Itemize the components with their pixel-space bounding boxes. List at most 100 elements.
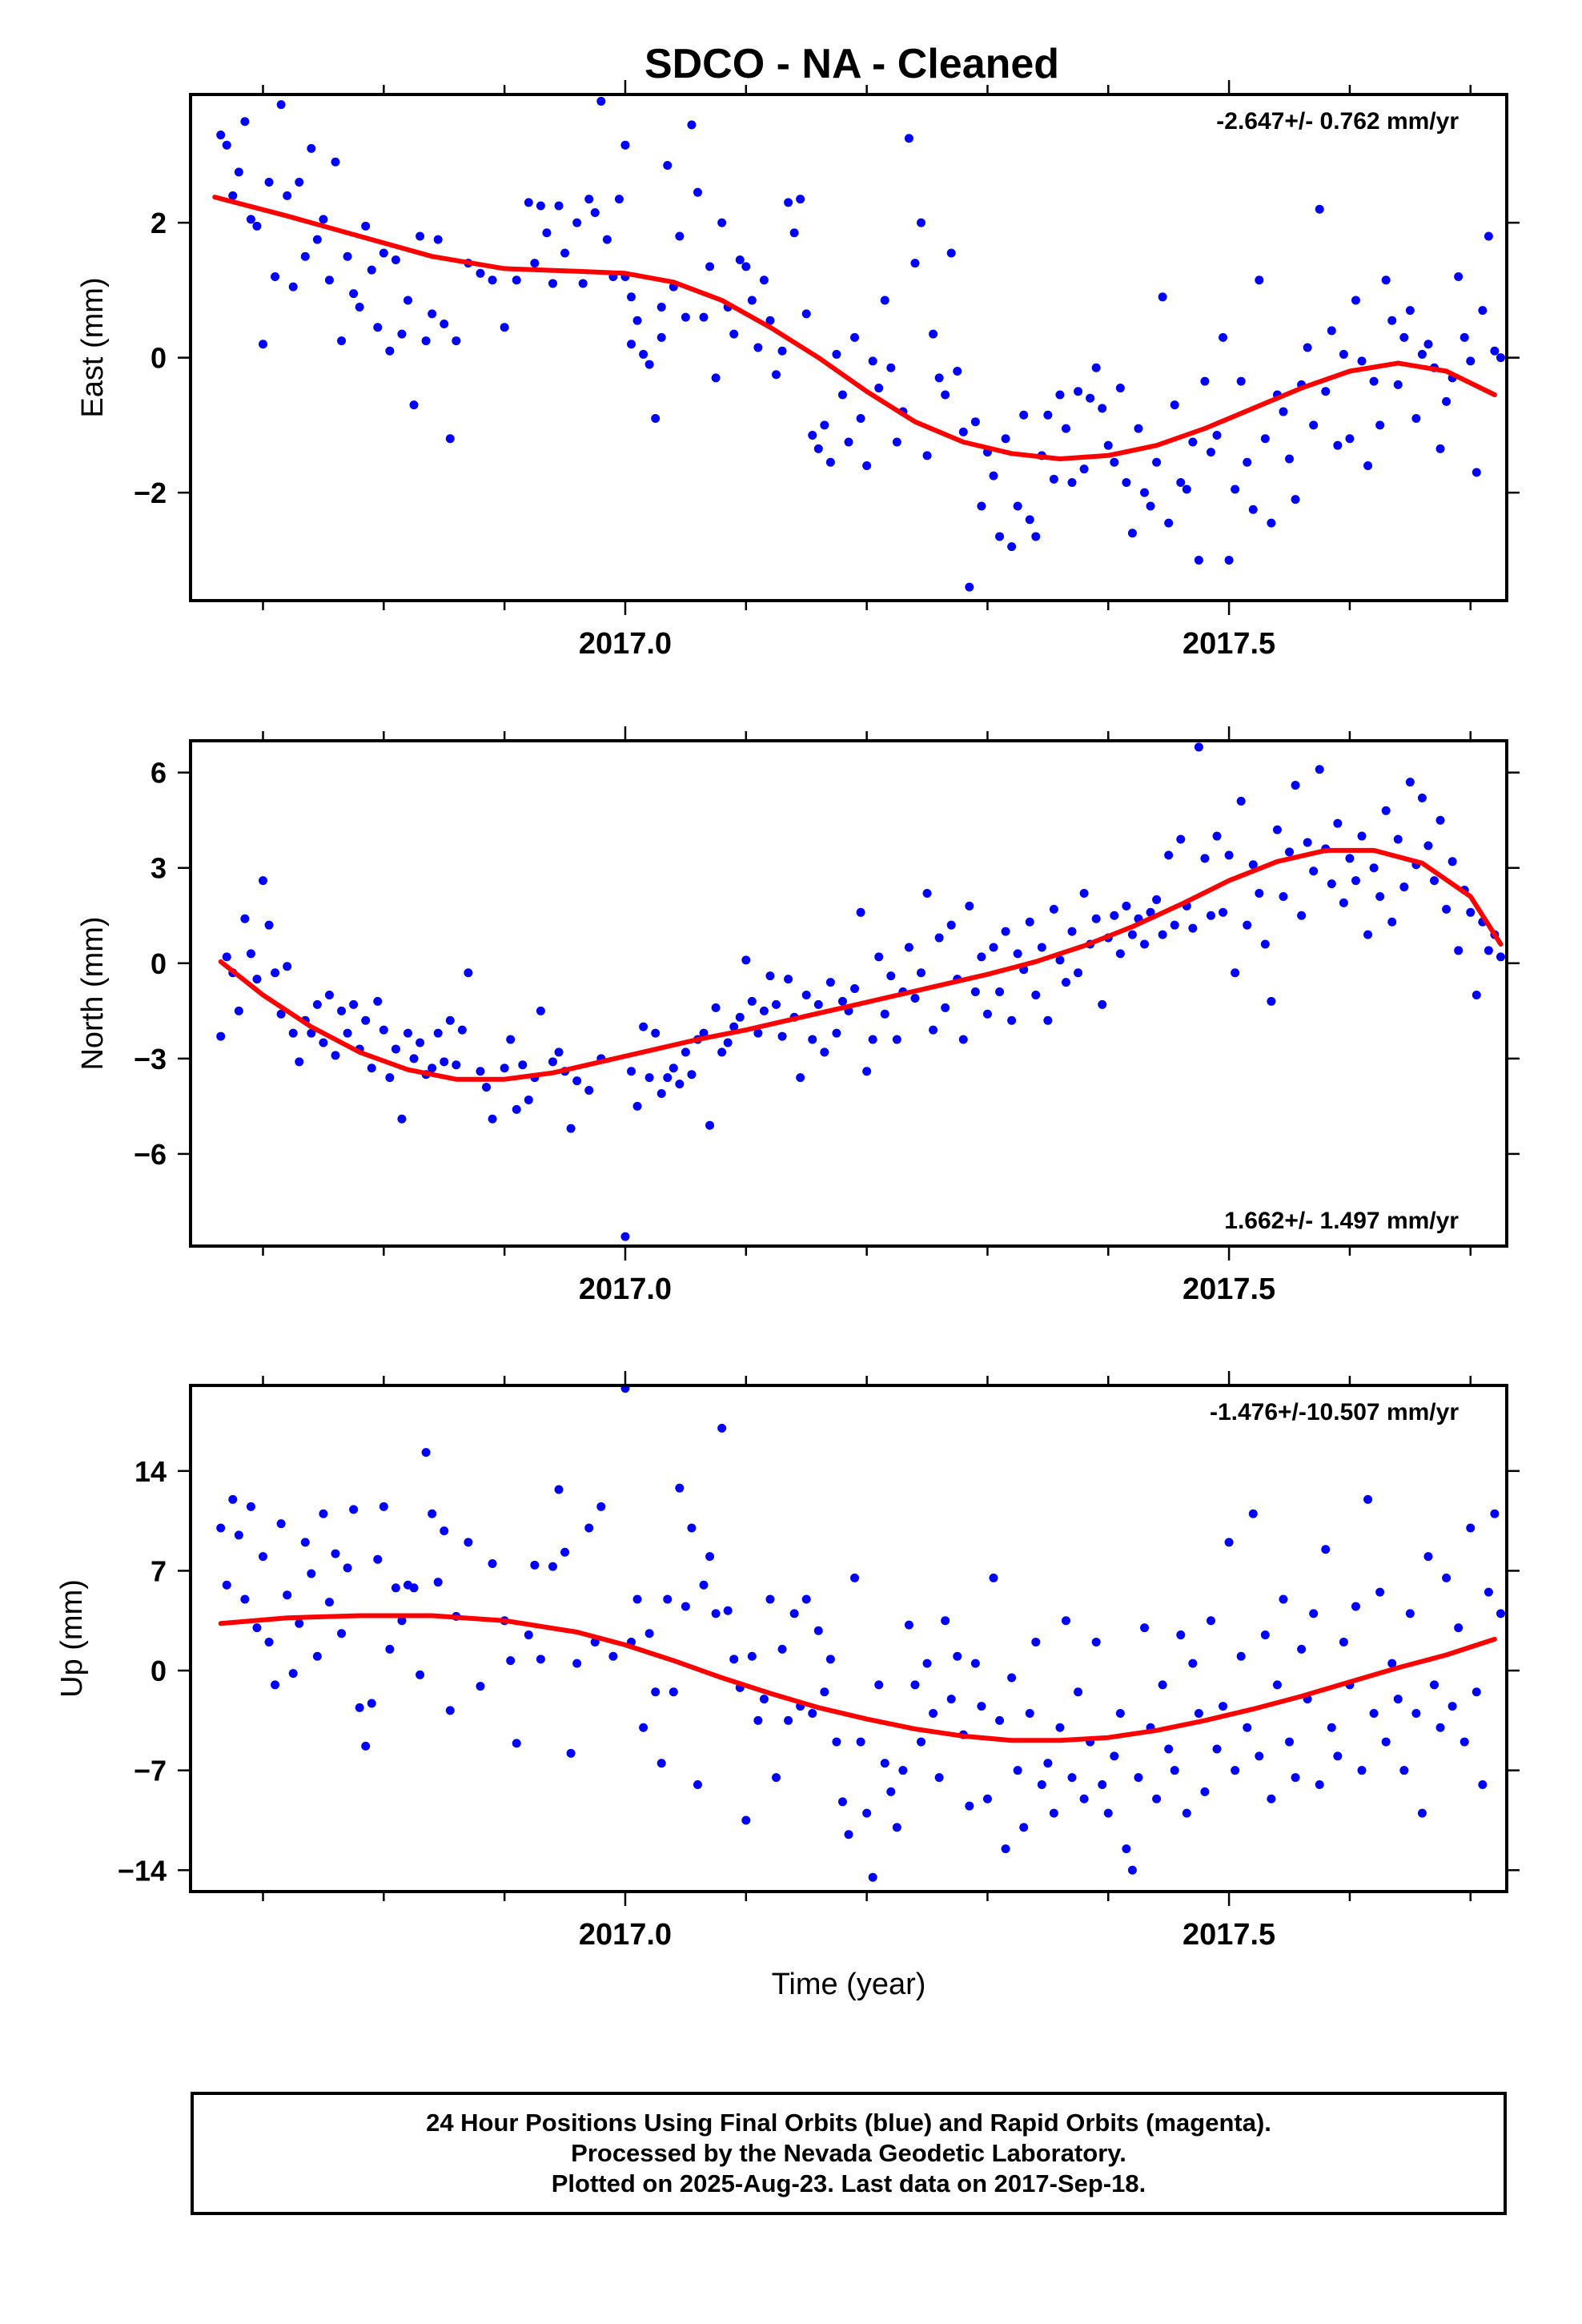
- y-tick-label: 2: [151, 207, 167, 239]
- data-point: [1248, 505, 1258, 514]
- data-point: [946, 920, 956, 930]
- data-point: [246, 215, 255, 224]
- data-point: [1267, 518, 1276, 528]
- data-point: [1194, 742, 1203, 752]
- data-point: [1158, 292, 1167, 302]
- data-point: [656, 332, 666, 342]
- y-tick-label: 0: [151, 947, 167, 980]
- data-point: [1206, 1616, 1215, 1626]
- data-point: [391, 255, 400, 264]
- data-point: [929, 1025, 938, 1035]
- data-point: [699, 312, 709, 322]
- data-point: [1357, 1766, 1367, 1775]
- data-point: [639, 1723, 648, 1732]
- data-point: [705, 1120, 715, 1130]
- data-point: [820, 420, 829, 430]
- data-point: [1013, 501, 1022, 511]
- data-point: [428, 309, 437, 319]
- data-point: [886, 971, 896, 981]
- panel-north: 2017.0 2017.5 −6 −3 0 3 6 North (mm) 1.662+/- 1.…: [76, 726, 1520, 1306]
- data-point: [1182, 1808, 1191, 1818]
- data-point: [1212, 431, 1222, 440]
- data-point: [1055, 955, 1065, 965]
- data-point: [300, 251, 310, 261]
- data-point: [1194, 555, 1203, 565]
- data-point: [367, 265, 376, 275]
- footer-line-1: 24 Hour Positions Using Final Orbits (bl…: [426, 2109, 1271, 2137]
- data-point: [711, 373, 721, 383]
- data-point: [681, 1602, 690, 1611]
- data-point: [1170, 920, 1179, 930]
- data-point: [1043, 410, 1053, 420]
- data-point: [1333, 440, 1343, 450]
- data-point: [1152, 1794, 1162, 1803]
- data-point: [1146, 501, 1155, 511]
- data-point: [1454, 272, 1464, 282]
- data-point: [820, 1047, 829, 1057]
- data-point: [1339, 898, 1348, 907]
- data-point: [644, 360, 654, 369]
- data-point: [258, 1552, 267, 1562]
- data-point: [271, 272, 280, 282]
- data-point: [675, 1080, 685, 1089]
- data-point: [856, 1737, 865, 1747]
- data-point: [1399, 332, 1409, 342]
- data-point: [1351, 296, 1360, 305]
- data-point: [705, 1552, 715, 1562]
- data-point: [850, 1573, 860, 1582]
- data-point: [801, 1594, 811, 1604]
- data-point: [958, 1035, 968, 1044]
- velocity-rate-label: -2.647+/- 0.762 mm/yr: [1216, 108, 1459, 135]
- data-point: [361, 1741, 371, 1751]
- data-point: [566, 1748, 576, 1758]
- data-point: [416, 1038, 425, 1047]
- data-point: [1079, 464, 1089, 474]
- data-point: [337, 336, 347, 346]
- data-point: [397, 1616, 407, 1626]
- data-point: [476, 1067, 485, 1076]
- data-point: [789, 228, 799, 238]
- data-point: [1339, 349, 1348, 359]
- data-point: [252, 221, 262, 231]
- data-point: [1236, 1651, 1246, 1661]
- data-point: [385, 1073, 395, 1083]
- data-point: [416, 231, 425, 241]
- data-point: [1236, 796, 1246, 806]
- data-point: [572, 218, 582, 227]
- data-point: [669, 1687, 678, 1697]
- data-point: [1472, 990, 1481, 999]
- data-point: [343, 251, 352, 261]
- data-point: [379, 248, 388, 258]
- data-point: [234, 1006, 243, 1015]
- data-point: [1200, 1787, 1210, 1796]
- data-point: [747, 1651, 757, 1661]
- data-point: [1490, 1509, 1500, 1518]
- data-point: [524, 1630, 533, 1640]
- data-point: [946, 248, 956, 258]
- data-point: [892, 1035, 901, 1044]
- data-point: [379, 1502, 388, 1511]
- y-tick-label: 0: [151, 1655, 167, 1687]
- data-point: [530, 259, 540, 268]
- data-point: [1315, 204, 1324, 214]
- data-point: [772, 1773, 781, 1783]
- data-point: [1248, 860, 1258, 870]
- data-point: [506, 1035, 516, 1044]
- data-point: [1369, 1708, 1379, 1718]
- data-point: [639, 1022, 648, 1031]
- data-point: [1369, 863, 1379, 873]
- data-point: [1285, 454, 1295, 464]
- data-point: [1212, 831, 1222, 841]
- fit-curve: [218, 847, 1504, 1082]
- data-point: [681, 1047, 690, 1057]
- data-point: [584, 195, 594, 204]
- data-point: [1411, 1708, 1421, 1718]
- data-point: [361, 221, 371, 231]
- data-point: [560, 248, 570, 258]
- data-point: [808, 1035, 817, 1044]
- data-point: [1333, 818, 1343, 828]
- data-point: [693, 1779, 702, 1789]
- data-point: [1164, 1744, 1174, 1754]
- data-point: [1447, 1702, 1457, 1711]
- data-point: [934, 373, 944, 383]
